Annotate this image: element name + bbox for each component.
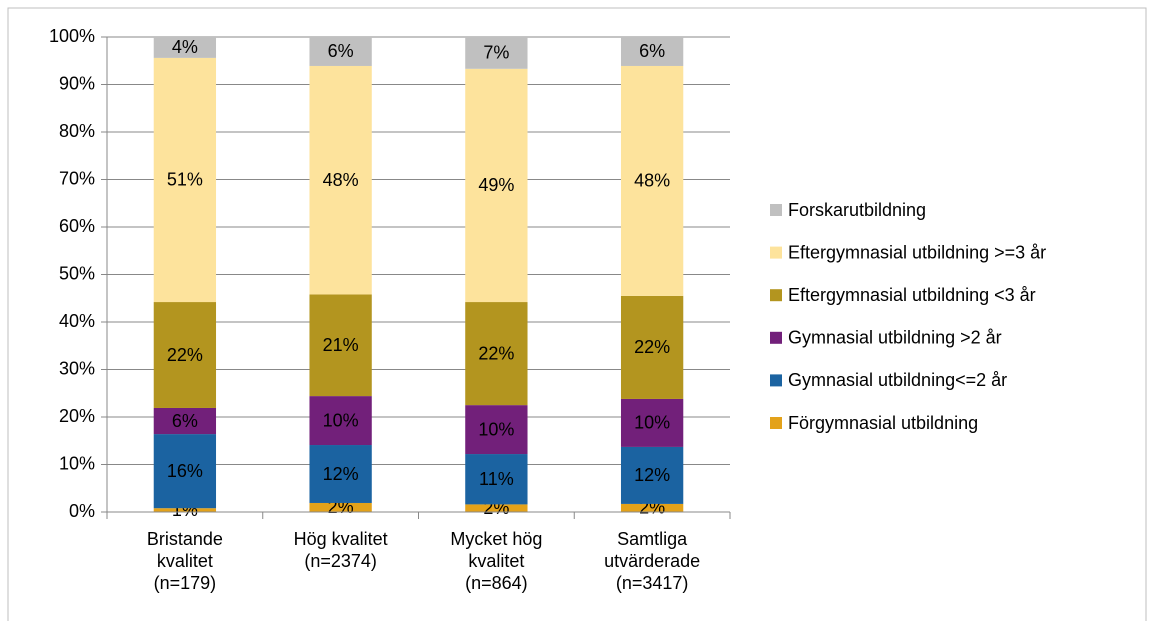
y-tick-label: 100%: [49, 26, 95, 46]
data-label: 6%: [639, 41, 665, 61]
bar-segment: [153, 57, 217, 303]
bar-segment: [465, 302, 528, 406]
bar-segment: [620, 446, 684, 504]
data-label: 6%: [328, 41, 354, 61]
data-label: 4%: [172, 37, 198, 57]
bar-segment: [620, 295, 684, 399]
bar-segment: [620, 503, 684, 512]
legend-label: Eftergymnasial utbildning >=3 år: [788, 242, 1046, 262]
x-tick-label: Mycket hög kvalitet (n=864): [450, 529, 543, 593]
data-label: 22%: [634, 337, 670, 357]
bar-segment: [309, 396, 372, 446]
bar-segment: [309, 294, 372, 397]
data-label: 6%: [172, 411, 198, 431]
y-tick-label: 40%: [59, 311, 95, 331]
bar-segment: [153, 37, 217, 58]
data-label: 7%: [483, 43, 509, 63]
bar-segment: [153, 508, 217, 512]
legend-swatch: [770, 331, 782, 344]
bar-segment: [465, 504, 528, 512]
data-label: 12%: [323, 464, 359, 484]
bar-segment: [309, 37, 372, 66]
data-label: 12%: [634, 465, 670, 485]
data-label: 11%: [479, 469, 514, 489]
data-label: 10%: [478, 419, 514, 439]
legend-label: Förgymnasial utbildning: [788, 413, 978, 433]
y-tick-label: 0%: [69, 501, 95, 521]
y-tick-label: 70%: [59, 168, 95, 188]
data-label: 10%: [323, 410, 359, 430]
data-label: 22%: [478, 343, 514, 363]
bar-segment: [465, 68, 528, 303]
legend-swatch: [770, 246, 782, 259]
bar-segment: [309, 65, 372, 295]
data-label: 51%: [167, 170, 203, 190]
y-tick-label: 80%: [59, 121, 95, 141]
x-tick-label: Bristande kvalitet (n=179): [146, 529, 223, 593]
legend-swatch: [770, 289, 782, 302]
legend-label: Eftergymnasial utbildning <3 år: [788, 285, 1036, 305]
x-tick-label: Hög kvalitet (n=2374): [293, 529, 388, 571]
legend-label: Gymnasial utbildning<=2 år: [788, 370, 1007, 390]
y-tick-label: 50%: [59, 263, 95, 283]
data-label: 48%: [323, 170, 359, 190]
data-label: 21%: [323, 335, 359, 355]
data-label: 10%: [634, 413, 670, 433]
chart-border: [7, 7, 1147, 621]
legend-swatch: [770, 417, 782, 429]
bar-segment: [465, 405, 528, 455]
y-tick-label: 30%: [59, 358, 95, 378]
data-label: 22%: [167, 345, 203, 365]
data-label: 48%: [634, 171, 670, 191]
bar-segment: [620, 398, 684, 447]
y-tick-label: 20%: [59, 406, 95, 426]
y-tick-label: 60%: [59, 216, 95, 236]
legend-label: Forskarutbildning: [788, 200, 926, 220]
bar-segment: [620, 37, 684, 66]
bar-segment: [465, 37, 528, 69]
bar-segment: [309, 445, 372, 503]
data-label: 16%: [167, 461, 203, 481]
legend-swatch: [770, 374, 782, 387]
legend-swatch: [770, 204, 782, 216]
bar-segment: [309, 502, 372, 512]
bar-segment: [465, 454, 528, 505]
bar-segment: [153, 434, 217, 509]
data-label: 49%: [478, 175, 514, 195]
x-tick-label: Samtliga utvärderade (n=3417): [604, 529, 701, 593]
legend-label: Gymnasial utbildning >2 år: [788, 328, 1002, 348]
y-tick-label: 10%: [59, 453, 95, 473]
bar-segment: [153, 302, 217, 408]
bar-segment: [153, 407, 217, 435]
bar-segment: [620, 65, 684, 296]
y-tick-label: 90%: [59, 73, 95, 93]
